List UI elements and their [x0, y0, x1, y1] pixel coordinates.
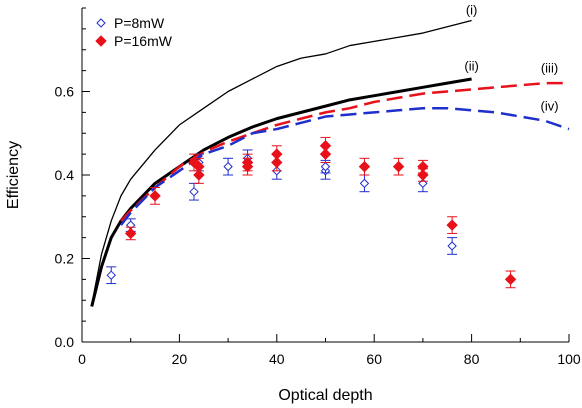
curve-label: (ii)	[464, 59, 478, 74]
filled-diamond-marker	[504, 273, 517, 286]
data-point	[241, 157, 254, 176]
data-point	[189, 182, 200, 201]
y-tick-label: 0.2	[55, 251, 75, 267]
y-tick-label: 0.6	[55, 84, 75, 100]
y-tick-label: 0.0	[55, 334, 75, 350]
y-axis-title: Efficiency	[5, 141, 22, 209]
data-point	[320, 159, 331, 174]
data-point	[193, 166, 205, 184]
curve-iii	[120, 81, 569, 222]
x-tick-label: 20	[172, 351, 188, 367]
filled-diamond-marker	[392, 160, 405, 173]
x-tick-label: 100	[557, 351, 581, 367]
filled-diamond-marker	[358, 160, 371, 173]
data-point	[446, 216, 458, 234]
filled-diamond-marker	[417, 169, 429, 181]
data-point	[271, 153, 283, 172]
curve-labels: (i) (ii) (iii) (iv)	[464, 2, 558, 113]
curve-i	[91, 19, 472, 305]
x-tick-label: 80	[464, 351, 480, 367]
open-diamond-marker	[447, 241, 457, 251]
open-diamond-marker	[189, 186, 199, 197]
filled-diamond-marker	[319, 148, 332, 160]
filled-diamond-marker	[241, 160, 254, 173]
data-point	[358, 157, 371, 176]
curve-label: (iii)	[541, 61, 558, 76]
point-layer	[106, 136, 517, 289]
legend-label: P=16mW	[114, 33, 173, 49]
open-diamond-marker	[223, 161, 233, 172]
filled-diamond-marker	[271, 156, 283, 169]
open-diamond-marker	[359, 178, 370, 189]
data-point	[106, 266, 117, 285]
curve-label: (i)	[466, 2, 478, 17]
data-point	[223, 157, 234, 176]
x-tick-label: 40	[269, 351, 285, 367]
legend-marker	[95, 35, 107, 47]
legend-marker	[96, 18, 106, 28]
curve-iv	[119, 106, 570, 226]
filled-diamond-marker	[193, 169, 205, 181]
data-point	[319, 145, 332, 163]
data-point	[392, 157, 405, 176]
legend-entry: P=8mW	[96, 15, 165, 31]
curve-ii	[90, 77, 472, 307]
legend: P=8mW P=16mW	[95, 15, 173, 49]
open-diamond-marker	[320, 161, 331, 172]
filled-diamond-marker	[124, 227, 137, 240]
x-axis-title: Optical depth	[278, 387, 372, 404]
data-point	[124, 226, 137, 241]
data-point	[447, 237, 458, 255]
x-tick-label: 60	[366, 351, 382, 367]
filled-diamond-marker	[149, 190, 161, 202]
filled-diamond-marker	[446, 219, 458, 231]
axes-layer: 0 20 40 60 80 100 0.0 0.2 0.4 0.6 Optical depth Eff…	[5, 7, 581, 404]
data-point	[149, 187, 161, 205]
curve-layer	[90, 19, 570, 307]
open-diamond-marker	[106, 270, 116, 280]
x-tick-label: 0	[78, 351, 86, 367]
curve-label: (iv)	[540, 98, 558, 113]
data-point	[504, 270, 517, 289]
y-tick-label: 0.4	[55, 167, 75, 183]
data-point	[417, 168, 429, 182]
legend-label: P=8mW	[114, 15, 165, 31]
legend-entry: P=16mW	[95, 33, 173, 49]
data-point	[359, 174, 370, 193]
